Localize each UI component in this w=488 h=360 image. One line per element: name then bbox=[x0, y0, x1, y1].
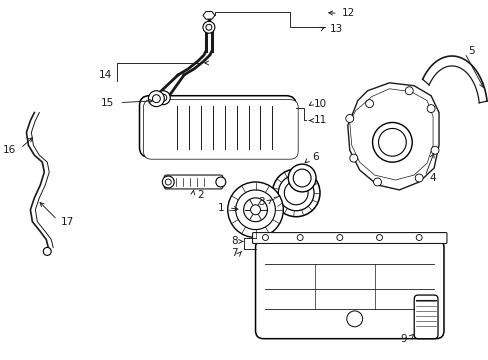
Polygon shape bbox=[347, 83, 438, 190]
Circle shape bbox=[288, 164, 315, 192]
Circle shape bbox=[278, 175, 313, 211]
Circle shape bbox=[405, 87, 412, 95]
FancyBboxPatch shape bbox=[255, 239, 443, 339]
FancyBboxPatch shape bbox=[143, 100, 298, 159]
Text: 7: 7 bbox=[231, 248, 237, 258]
Circle shape bbox=[160, 94, 166, 101]
FancyBboxPatch shape bbox=[139, 96, 296, 157]
Circle shape bbox=[430, 146, 438, 154]
Text: 17: 17 bbox=[61, 217, 74, 227]
Circle shape bbox=[243, 198, 267, 222]
Text: 15: 15 bbox=[100, 98, 114, 108]
Circle shape bbox=[162, 176, 174, 188]
Circle shape bbox=[336, 235, 342, 240]
Text: 13: 13 bbox=[329, 24, 343, 34]
Circle shape bbox=[262, 235, 268, 240]
Text: 16: 16 bbox=[3, 145, 17, 155]
Circle shape bbox=[373, 178, 381, 186]
Circle shape bbox=[203, 21, 214, 33]
Circle shape bbox=[376, 235, 382, 240]
Text: 5: 5 bbox=[467, 46, 473, 56]
Circle shape bbox=[297, 235, 303, 240]
FancyBboxPatch shape bbox=[413, 295, 437, 339]
Circle shape bbox=[235, 190, 275, 230]
Text: 6: 6 bbox=[311, 152, 318, 162]
Circle shape bbox=[156, 91, 170, 105]
Text: 2: 2 bbox=[197, 190, 203, 200]
Circle shape bbox=[378, 129, 406, 156]
Text: 14: 14 bbox=[98, 70, 111, 80]
Circle shape bbox=[345, 114, 353, 122]
Text: 1: 1 bbox=[218, 203, 224, 213]
Circle shape bbox=[205, 24, 211, 30]
Circle shape bbox=[272, 169, 319, 217]
Circle shape bbox=[250, 205, 260, 215]
Circle shape bbox=[215, 177, 225, 187]
FancyBboxPatch shape bbox=[164, 175, 223, 189]
Circle shape bbox=[414, 174, 422, 182]
Circle shape bbox=[346, 311, 362, 327]
Circle shape bbox=[148, 91, 164, 107]
Circle shape bbox=[426, 105, 434, 113]
Text: 11: 11 bbox=[313, 116, 326, 126]
Text: 12: 12 bbox=[341, 8, 354, 18]
Text: 9: 9 bbox=[400, 334, 407, 344]
Text: 3: 3 bbox=[257, 197, 264, 207]
Circle shape bbox=[349, 154, 357, 162]
Circle shape bbox=[372, 122, 411, 162]
FancyBboxPatch shape bbox=[252, 233, 446, 243]
Text: 10: 10 bbox=[313, 99, 326, 109]
Circle shape bbox=[43, 247, 51, 255]
Polygon shape bbox=[203, 12, 214, 19]
Text: 8: 8 bbox=[231, 237, 237, 247]
Text: 4: 4 bbox=[428, 173, 435, 183]
Circle shape bbox=[365, 100, 373, 108]
Circle shape bbox=[293, 169, 310, 187]
Circle shape bbox=[284, 181, 307, 205]
Circle shape bbox=[152, 95, 160, 103]
Circle shape bbox=[227, 182, 283, 238]
Circle shape bbox=[415, 235, 421, 240]
Circle shape bbox=[165, 179, 171, 185]
